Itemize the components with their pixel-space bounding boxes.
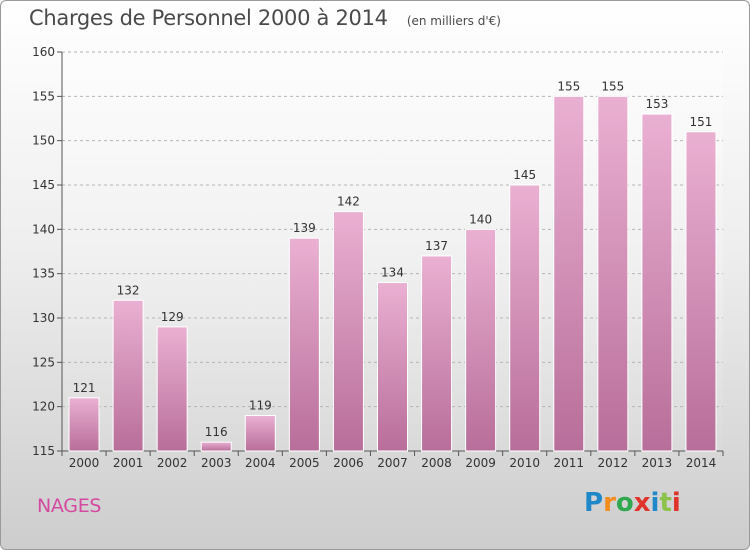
- y-tick-label: 160: [32, 45, 55, 59]
- y-tick-label: 135: [32, 267, 55, 281]
- bar-2011: [553, 95, 585, 452]
- bar-2006: [332, 211, 364, 452]
- chart-title: Charges de Personnel 2000 à 2014: [29, 6, 388, 30]
- y-tick-label: 120: [32, 400, 55, 414]
- y-tick-label: 125: [32, 355, 55, 369]
- x-tick-label: 2009: [465, 456, 496, 470]
- value-label: 121: [73, 381, 96, 395]
- y-tick-label: 155: [32, 89, 55, 103]
- value-label: 153: [645, 97, 668, 111]
- value-label: 151: [690, 115, 713, 129]
- logo-letter: i: [671, 488, 681, 518]
- logo-letter: i: [650, 488, 660, 518]
- bar-2008: [421, 255, 453, 452]
- value-label: 155: [557, 79, 580, 93]
- proxiti-logo: Proxiti: [584, 488, 681, 518]
- y-tick-label: 140: [32, 222, 55, 236]
- x-tick-label: 2003: [201, 456, 232, 470]
- bar-2005: [288, 237, 320, 452]
- logo-letter: r: [603, 488, 616, 518]
- y-tick-label: 145: [32, 178, 55, 192]
- x-tick-label: 2001: [113, 456, 144, 470]
- logo-letter: t: [659, 488, 672, 518]
- value-label: 116: [205, 425, 228, 439]
- chart-subtitle: (en milliers d'€): [406, 14, 501, 28]
- x-tick-label: 2013: [642, 456, 673, 470]
- bar-2003: [200, 441, 232, 452]
- bar-2014: [685, 131, 717, 452]
- logo-letter: o: [615, 488, 634, 518]
- value-label: 145: [513, 168, 536, 182]
- x-tick-label: 2000: [69, 456, 100, 470]
- bar-2012: [597, 95, 629, 452]
- x-tick-label: 2006: [333, 456, 364, 470]
- bar-2002: [156, 326, 188, 452]
- y-tick-label: 150: [32, 134, 55, 148]
- x-tick-label: 2014: [686, 456, 717, 470]
- x-tick-label: 2010: [509, 456, 540, 470]
- x-tick-label: 2004: [245, 456, 276, 470]
- chart-header: Charges de Personnel 2000 à 2014 (en mil…: [29, 6, 501, 30]
- y-tick-label: 130: [32, 311, 55, 325]
- bars: [68, 95, 717, 452]
- town-name: NAGES: [37, 495, 102, 517]
- logo-letter: x: [633, 488, 651, 518]
- bar-2013: [641, 113, 673, 452]
- value-label: 140: [469, 212, 492, 226]
- x-tick-label: 2007: [377, 456, 408, 470]
- bar-2007: [377, 282, 408, 452]
- x-tick-label: 2012: [598, 456, 629, 470]
- bar-2004: [244, 415, 276, 452]
- bar-2001: [112, 299, 144, 452]
- value-label: 132: [117, 283, 140, 297]
- value-label: 139: [293, 221, 316, 235]
- value-label: 155: [601, 79, 624, 93]
- logo-letter: P: [584, 488, 604, 518]
- value-label: 142: [337, 195, 360, 209]
- bar-2000: [68, 397, 100, 452]
- x-tick-label: 2002: [157, 456, 188, 470]
- x-tick-label: 2005: [289, 456, 320, 470]
- x-tick-label: 2008: [421, 456, 452, 470]
- x-tick-label: 2011: [553, 456, 584, 470]
- value-label: 134: [381, 266, 404, 280]
- value-label: 137: [425, 239, 448, 253]
- axes: 115 120 125 130 135 140 145 150 155 160 2000 2001 20…: [32, 45, 724, 470]
- y-tick-label: 115: [32, 444, 55, 458]
- bar-2010: [509, 184, 541, 452]
- value-label: 119: [249, 399, 272, 413]
- bar-2009: [465, 228, 497, 452]
- data-labels: 121 132 129 116 119 139 142 134 137 140 145 155 155 1…: [73, 79, 713, 439]
- value-label: 129: [161, 310, 184, 324]
